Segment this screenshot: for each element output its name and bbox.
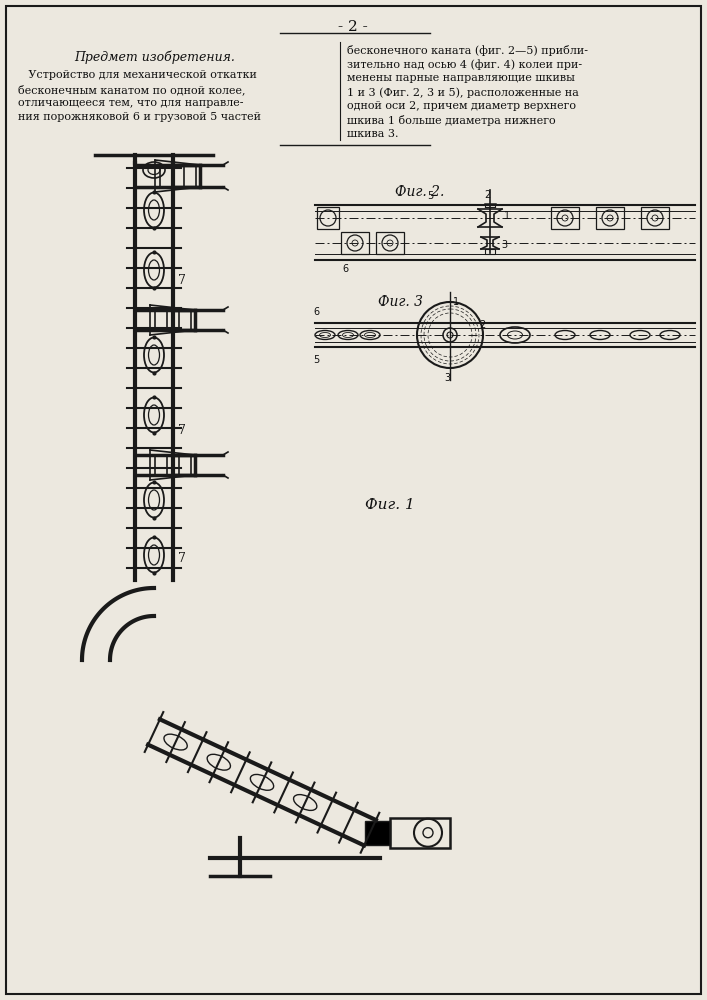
- Text: Фиг. 2.: Фиг. 2.: [395, 185, 445, 199]
- Text: Фиг. 3: Фиг. 3: [378, 295, 423, 309]
- Bar: [317, 207, 339, 229]
- Text: 7: 7: [178, 424, 186, 436]
- Text: отличающееся тем, что для направле-: отличающееся тем, что для направле-: [18, 98, 243, 108]
- Text: 2: 2: [484, 190, 490, 200]
- Bar: [551, 207, 579, 229]
- Text: 5: 5: [313, 355, 319, 365]
- Text: бесконечного каната (фиг. 2—5) прибли-: бесконечного каната (фиг. 2—5) прибли-: [347, 45, 588, 56]
- Text: 7: 7: [178, 273, 186, 286]
- Text: - 2 -: - 2 -: [338, 20, 368, 34]
- Bar: [485, 249, 495, 254]
- Text: одной оси 2, причем диаметр верхнего: одной оси 2, причем диаметр верхнего: [347, 101, 576, 111]
- Bar: [641, 207, 669, 229]
- Text: 6: 6: [313, 307, 319, 317]
- Text: Устройство для механической откатки: Устройство для механической откатки: [18, 70, 257, 80]
- Text: менены парные направляющие шкивы: менены парные направляющие шкивы: [347, 73, 575, 83]
- Bar: [341, 232, 369, 254]
- Text: 1 и 3 (Фиг. 2, 3 и 5), расположенные на: 1 и 3 (Фиг. 2, 3 и 5), расположенные на: [347, 87, 579, 98]
- Bar: [376, 232, 404, 254]
- Text: бесконечным канатом по одной колее,: бесконечным канатом по одной колее,: [18, 84, 245, 95]
- Text: 7: 7: [178, 552, 186, 564]
- Text: 2: 2: [479, 320, 485, 330]
- Text: Фиг. 1: Фиг. 1: [365, 498, 415, 512]
- Bar: [365, 821, 390, 845]
- Text: шкива 1 больше диаметра нижнего: шкива 1 больше диаметра нижнего: [347, 115, 556, 126]
- Text: зительно над осью 4 (фиг. 4) колеи при-: зительно над осью 4 (фиг. 4) колеи при-: [347, 59, 582, 70]
- Bar: [390, 818, 450, 848]
- Text: 5: 5: [427, 191, 433, 201]
- Text: ния порожняковой 6 и грузовой 5 частей: ния порожняковой 6 и грузовой 5 частей: [18, 112, 261, 122]
- Text: 3: 3: [444, 373, 450, 383]
- Text: 1: 1: [504, 211, 510, 221]
- Text: 3: 3: [501, 240, 507, 250]
- Text: 6: 6: [342, 264, 348, 274]
- Text: Предмет изобретения.: Предмет изобретения.: [74, 50, 235, 64]
- Text: шкива 3.: шкива 3.: [347, 129, 399, 139]
- Bar: [596, 207, 624, 229]
- Text: 1: 1: [453, 297, 459, 307]
